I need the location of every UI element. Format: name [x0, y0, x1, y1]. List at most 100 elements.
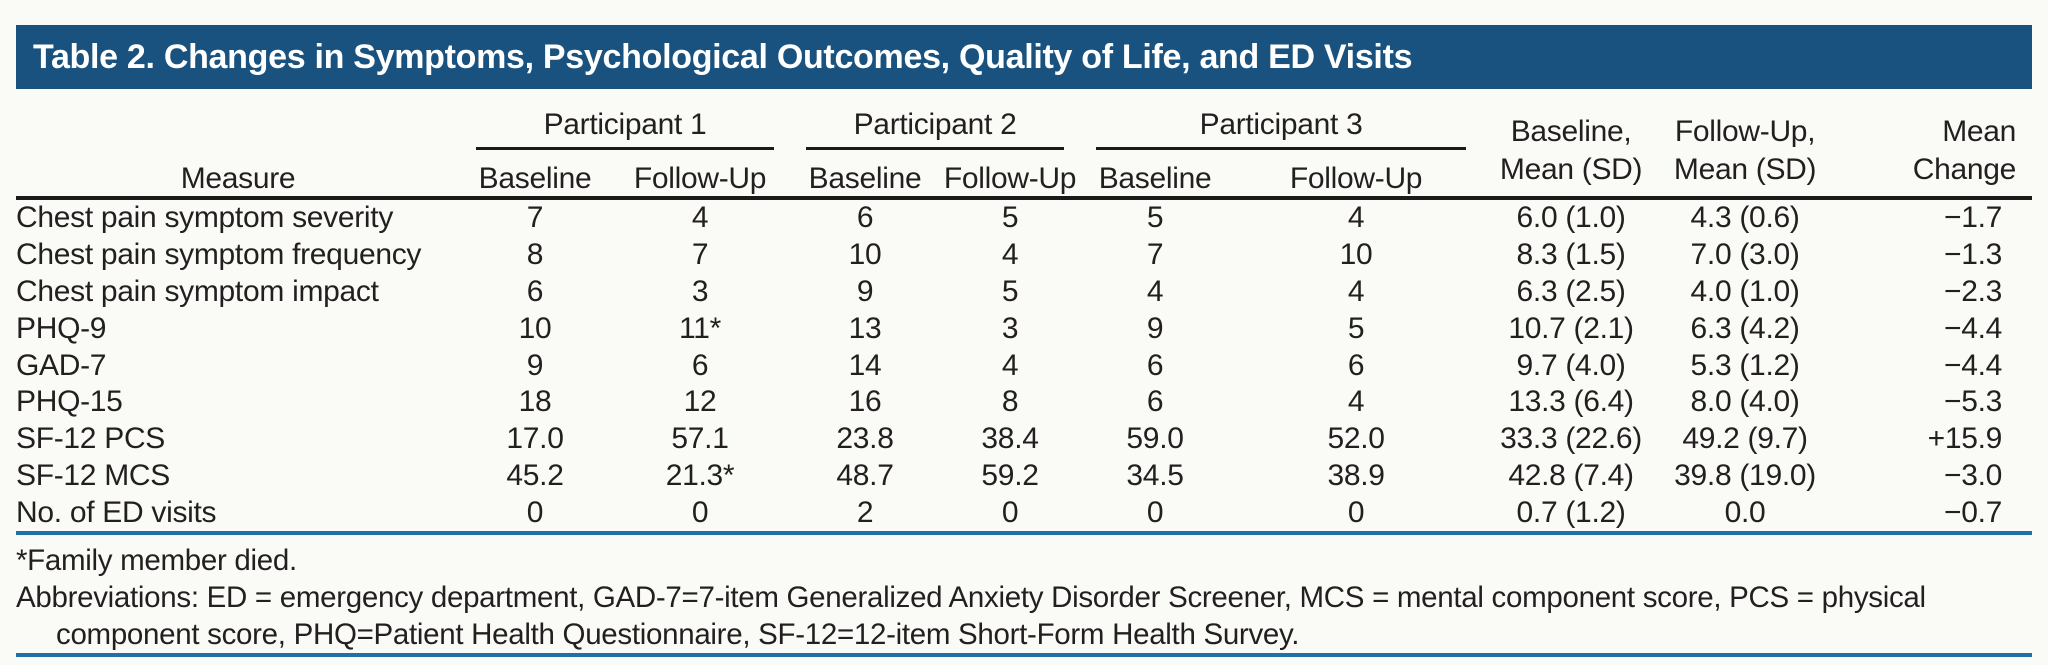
mean-change-header-line1: Mean: [1942, 114, 2017, 148]
followup-mean-cell: 6.3 (4.2): [1690, 311, 1800, 345]
value-cell: 4: [1001, 238, 1019, 272]
mean-change-cell: −4.4: [1944, 348, 2003, 382]
value-cell: 14: [848, 348, 882, 382]
mean-change-cell: +15.9: [1927, 422, 2003, 456]
table-title: Table 2. Changes in Symptoms, Psychologi…: [33, 38, 1413, 76]
followup-mean-header-line2: Mean (SD): [1673, 152, 1817, 186]
p2-followup-column-header: Follow-Up: [940, 150, 1081, 200]
mean-change-cell: −3.0: [1944, 458, 2003, 492]
value-cell: 5: [1001, 201, 1019, 235]
participant-2-underline: [806, 147, 1065, 150]
value-cell: 45.2: [506, 458, 564, 492]
baseline-mean-header-line2: Mean (SD): [1499, 152, 1643, 186]
value-cell: 48.7: [836, 458, 894, 492]
baseline-mean-cell: 13.3 (6.4): [1508, 385, 1634, 419]
table-row: Chest pain symptom frequency 8 7 10 4 7 …: [16, 237, 2032, 274]
measure-cell: SF-12 MCS: [16, 458, 170, 492]
baseline-mean-cell: 9.7 (4.0): [1516, 348, 1626, 382]
value-cell: 16: [848, 385, 882, 419]
participant-3-underline: [1096, 147, 1467, 150]
value-cell: 9: [856, 274, 874, 308]
participant-3-group-header: Participant 3: [1080, 95, 1482, 150]
baseline-mean-cell: 8.3 (1.5): [1516, 238, 1626, 272]
value-cell: 12: [683, 385, 717, 419]
value-cell: 7: [526, 201, 544, 235]
measure-cell: GAD-7: [16, 348, 107, 382]
value-cell: 5: [1347, 311, 1365, 345]
baseline-mean-cell: 42.8 (7.4): [1508, 458, 1634, 492]
value-cell: 59.0: [1126, 422, 1184, 456]
baseline-mean-cell: 6.0 (1.0): [1516, 201, 1626, 235]
table-row: Chest pain symptom severity 7 4 6 5 5 4 …: [16, 198, 2032, 237]
value-cell: 6: [1146, 348, 1164, 382]
value-cell: 7: [1146, 238, 1164, 272]
abbreviations-note-line2: component score, PHQ=Patient Health Ques…: [56, 618, 1300, 652]
followup-mean-cell: 8.0 (4.0): [1690, 385, 1800, 419]
followup-mean-header-line1: Follow-Up,: [1674, 114, 1816, 148]
value-cell: 4: [1347, 201, 1365, 235]
value-cell: 0: [1347, 495, 1365, 529]
mean-change-cell: −4.4: [1944, 311, 2003, 345]
table-footnotes: *Family member died. Abbreviations: ED =…: [16, 535, 2032, 653]
baseline-mean-header: Baseline, Mean (SD): [1482, 95, 1661, 200]
value-cell: 17.0: [506, 422, 564, 456]
mean-change-header-line2: Change: [1912, 152, 2017, 186]
abbreviations-note-line1: Abbreviations: ED = emergency department…: [16, 581, 1926, 615]
followup-mean-cell: 0.0: [1724, 495, 1766, 529]
table-row: SF-12 MCS 45.2 21.3* 48.7 59.2 34.5 38.9…: [16, 458, 2032, 495]
value-cell: 34.5: [1126, 458, 1184, 492]
p1-followup-column-header: Follow-Up: [610, 150, 791, 200]
table-content: Table 2. Changes in Symptoms, Psychologi…: [16, 25, 2033, 658]
value-cell: 6: [1347, 348, 1365, 382]
value-cell: 21.3*: [665, 458, 735, 492]
p1-baseline-column-header: Baseline: [460, 150, 610, 200]
followup-mean-cell: 39.8 (19.0): [1674, 458, 1816, 492]
mean-change-cell: −2.3: [1944, 274, 2003, 308]
value-cell: 38.9: [1327, 458, 1385, 492]
p3-followup-column-header: Follow-Up: [1230, 150, 1483, 200]
value-cell: 3: [1001, 311, 1019, 345]
measure-cell: Chest pain symptom frequency: [16, 238, 422, 272]
value-cell: 4: [1146, 274, 1164, 308]
mean-change-cell: −1.3: [1944, 238, 2003, 272]
value-cell: 13: [848, 311, 882, 345]
group-header-row: Participant 1 Participant 2 Participant …: [16, 95, 2033, 200]
value-cell: 10: [848, 238, 882, 272]
value-cell: 11*: [679, 311, 721, 345]
value-cell: 0: [526, 495, 544, 529]
baseline-mean-cell: 33.3 (22.6): [1500, 422, 1642, 456]
p2-baseline-column-header: Baseline: [790, 150, 941, 200]
p3-baseline-column-header: Baseline: [1080, 150, 1231, 200]
participant-1-group-header: Participant 1: [460, 95, 790, 150]
participant-3-label: Participant 3: [1199, 108, 1363, 141]
sub-header-row: Measure Baseline Follow-Up Baseline Foll…: [16, 150, 2032, 200]
table-row: SF-12 PCS 17.0 57.1 23.8 38.4 59.0 52.0 …: [16, 421, 2032, 458]
measure-cell: Chest pain symptom impact: [16, 274, 379, 308]
value-cell: 0: [1001, 495, 1019, 529]
value-cell: 4: [1347, 274, 1365, 308]
measure-cell: PHQ-9: [16, 311, 107, 345]
measure-header-spacer: [16, 95, 460, 150]
table-row: GAD-7 9 6 14 4 6 6 9.7 (4.0) 5.3 (1.2) −…: [16, 347, 2032, 384]
table-row: Chest pain symptom impact 6 3 9 5 4 4 6.…: [16, 274, 2032, 311]
value-cell: 5: [1146, 201, 1164, 235]
baseline-mean-cell: 0.7 (1.2): [1516, 495, 1626, 529]
value-cell: 57.1: [671, 422, 729, 456]
measure-cell: SF-12 PCS: [16, 422, 166, 456]
value-cell: 6: [691, 348, 709, 382]
participant-1-label: Participant 1: [543, 108, 707, 141]
followup-mean-cell: 5.3 (1.2): [1690, 348, 1800, 382]
value-cell: 10: [1339, 238, 1373, 272]
value-cell: 5: [1001, 274, 1019, 308]
mean-change-header: Mean Change: [1830, 95, 2033, 200]
value-cell: 4: [691, 201, 709, 235]
value-cell: 9: [1146, 311, 1164, 345]
value-cell: 38.4: [981, 422, 1039, 456]
value-cell: 0: [1146, 495, 1164, 529]
table-title-bar: Table 2. Changes in Symptoms, Psychologi…: [16, 25, 2032, 89]
followup-mean-header: Follow-Up, Mean (SD): [1660, 95, 1831, 200]
mean-change-cell: −0.7: [1944, 495, 2003, 529]
participant-2-label: Participant 2: [853, 108, 1017, 141]
measure-cell: PHQ-15: [16, 385, 123, 419]
baseline-mean-cell: 10.7 (2.1): [1508, 311, 1634, 345]
